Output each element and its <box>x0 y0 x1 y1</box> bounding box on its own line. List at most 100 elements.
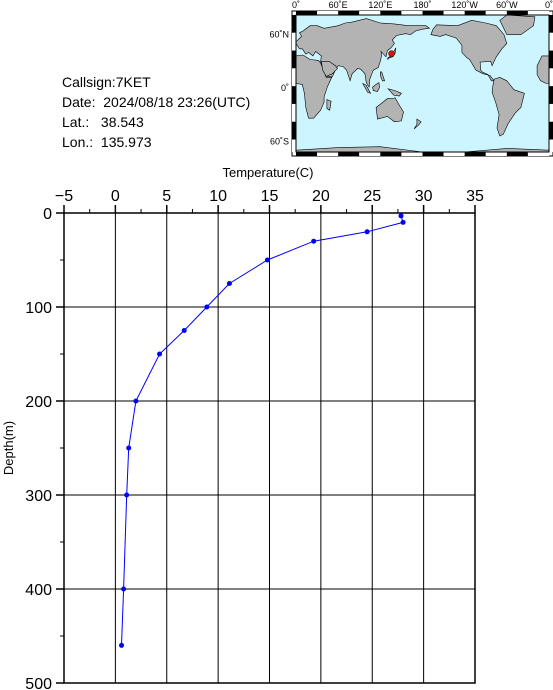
map-frame-inner <box>295 14 550 153</box>
y-tick-label: 100 <box>25 300 52 317</box>
map-frame-segment <box>359 11 381 15</box>
map-longitude-label: 180˚ <box>413 0 431 10</box>
y-tick-label: 500 <box>25 676 52 690</box>
map-frame-segment <box>292 68 296 87</box>
madagascar-landmass <box>326 99 332 111</box>
x-tick-label: 5 <box>162 188 171 205</box>
map-land <box>295 14 550 153</box>
south-america-landmass <box>491 76 525 137</box>
profile-line <box>121 215 404 646</box>
map-frame-segment <box>292 103 296 122</box>
north-america-landmass <box>430 19 508 82</box>
map-frame-segment <box>549 86 553 104</box>
x-tick-label: 15 <box>261 188 279 205</box>
map-frame-segment <box>527 152 549 156</box>
world-map: 0˚ 60˚E 120˚E 180˚ 120˚W 60˚W 0˚ 60˚N 0˚ 60˚S <box>269 0 553 157</box>
longitude-text: Lon.: 135.973 <box>62 134 152 150</box>
map-frame-segment <box>292 86 296 104</box>
x-tick-label: 0 <box>111 188 120 205</box>
map-frame-segment <box>292 50 296 69</box>
map-latitude-labels: 60˚N 0˚ 60˚S <box>269 30 289 147</box>
temperature-profile <box>119 213 406 648</box>
map-frame-segment <box>549 121 553 140</box>
y-tick-label: 0 <box>43 206 52 223</box>
map-frame-segment <box>401 152 423 156</box>
map-frame-segment <box>359 152 381 156</box>
data-point <box>311 238 317 244</box>
x-tick-label: 30 <box>415 188 433 205</box>
map-longitude-label: 120˚E <box>368 0 392 10</box>
map-frame-segment <box>292 121 296 140</box>
map-frame-segment <box>549 15 553 33</box>
map-frame-segment <box>317 11 339 15</box>
station-marker-dot <box>388 50 395 57</box>
x-axis-label: Temperature(C) <box>222 165 313 180</box>
map-longitude-label: 0˚ <box>292 0 300 10</box>
map-frame-segment <box>464 11 486 15</box>
map-frame-segment <box>506 152 528 156</box>
x-tick-label: 25 <box>363 188 381 205</box>
borneo-landmass <box>372 82 380 92</box>
data-point <box>157 351 163 357</box>
data-point <box>119 642 125 648</box>
data-point <box>133 398 139 404</box>
philippines-landmass <box>379 71 386 82</box>
data-point <box>204 304 210 310</box>
map-frame-segment <box>317 152 339 156</box>
plot-grid <box>64 213 475 683</box>
y-tick-label: 400 <box>25 582 52 599</box>
map-frame-segment <box>422 11 444 15</box>
map-latitude-label: 60˚N <box>269 30 289 40</box>
map-longitude-label: 60˚W <box>496 0 518 10</box>
data-point <box>226 281 232 286</box>
x-tick-label: −5 <box>55 188 73 205</box>
map-frame-segment <box>296 11 318 15</box>
data-point <box>121 586 127 592</box>
date-text: Date: 2024/08/18 23:26(UTC) <box>62 94 251 110</box>
data-point <box>364 229 370 235</box>
map-frame-segment <box>292 32 296 51</box>
data-point <box>264 257 270 263</box>
map-frame-segment <box>380 11 402 15</box>
x-tick-label: 35 <box>466 188 484 205</box>
map-longitude-labels: 0˚ 60˚E 120˚E 180˚ 120˚W 60˚W 0˚ <box>292 0 553 10</box>
data-point <box>181 328 187 333</box>
arabia-landmass <box>320 60 338 77</box>
temperature-axis: −5 0 5 10 15 20 25 30 35 <box>55 188 484 213</box>
x-tick-label: 10 <box>209 188 227 205</box>
map-frame-segment <box>443 11 465 15</box>
y-axis-label: Depth(m) <box>1 421 16 475</box>
map-frame-segment <box>296 152 318 156</box>
map-frame-segment <box>549 139 553 152</box>
map-frame-segment <box>292 139 296 152</box>
map-latitude-label: 0˚ <box>281 83 289 93</box>
data-point <box>126 445 132 451</box>
map-frame-segment <box>485 11 507 15</box>
map-frame-segment <box>549 50 553 69</box>
map-frame-segment <box>549 32 553 51</box>
map-frame-segment <box>401 11 423 15</box>
sumatra-landmass <box>362 82 372 94</box>
map-frame-segment <box>527 11 549 15</box>
map-frame-ticks <box>292 11 553 156</box>
greenland-landmass <box>499 14 536 35</box>
map-frame-segment <box>464 152 486 156</box>
map-frame-segment <box>549 68 553 87</box>
map-frame-segment <box>380 152 402 156</box>
map-frame-segment <box>292 15 296 33</box>
map-frame-segment <box>549 103 553 122</box>
map-latitude-label: 60˚S <box>270 136 289 146</box>
map-longitude-label: 0˚ <box>545 0 553 10</box>
map-frame-segment <box>422 152 444 156</box>
new-guinea-landmass <box>387 88 402 97</box>
x-tick-label: 20 <box>312 188 330 205</box>
latitude-text: Lat.: 38.543 <box>62 114 144 130</box>
y-tick-label: 200 <box>25 394 52 411</box>
station-marker <box>388 50 395 57</box>
data-point <box>124 492 130 498</box>
map-frame-segment <box>338 152 360 156</box>
map-frame-segment <box>443 152 465 156</box>
data-point <box>400 219 406 225</box>
